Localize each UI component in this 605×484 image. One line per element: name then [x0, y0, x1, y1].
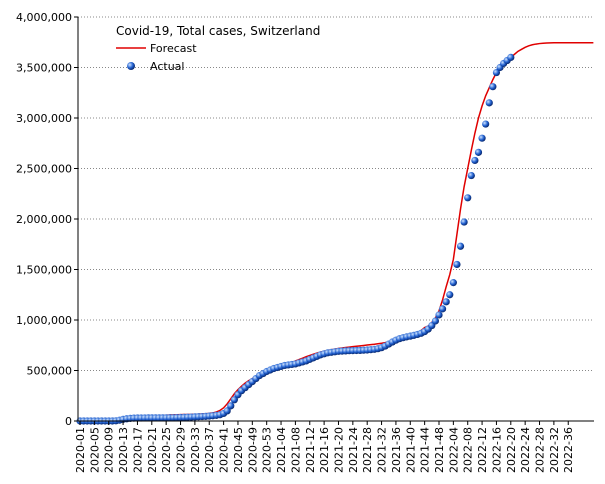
- actual-point: [446, 291, 454, 299]
- actual-point: [464, 194, 472, 202]
- x-tick-label: 2020-09: [103, 427, 116, 473]
- actual-point: [442, 298, 450, 306]
- actual-point: [467, 171, 475, 180]
- y-tick-label: 1,000,000: [16, 314, 72, 327]
- x-tick-label: 2022-16: [490, 427, 503, 473]
- actual-point: [474, 148, 483, 156]
- actual-point: [460, 218, 468, 226]
- legend-label: Actual: [150, 60, 184, 73]
- x-tick-label: 2022-36: [562, 427, 575, 473]
- actual-point: [485, 99, 493, 107]
- x-tick-label: 2021-44: [419, 427, 432, 473]
- x-tick-label: 2020-29: [175, 427, 188, 473]
- grid: [78, 16, 594, 371]
- x-tick-label: 2020-45: [232, 427, 245, 473]
- x-tick-label: 2020-49: [246, 427, 259, 473]
- chart-title: Covid-19, Total cases, Switzerland: [116, 24, 320, 38]
- x-tick-label: 2020-53: [261, 427, 274, 473]
- actual-point: [482, 120, 490, 128]
- x-tick-label: 2020-01: [74, 427, 87, 473]
- x-tick-label: 2020-33: [189, 427, 202, 473]
- actual-point: [456, 242, 465, 250]
- x-tick-label: 2021-20: [332, 427, 345, 473]
- forecast-line: [80, 42, 594, 422]
- x-tick-label: 2021-08: [289, 427, 302, 473]
- x-tick-label: 2022-28: [534, 427, 547, 473]
- x-tick-label: 2020-13: [117, 427, 130, 473]
- actual-point: [492, 68, 501, 77]
- actual-point: [453, 260, 461, 269]
- x-tick-label: 2020-05: [88, 427, 101, 473]
- x-tick-label: 2021-28: [361, 427, 374, 473]
- x-tick-label: 2021-48: [433, 427, 446, 473]
- y-tick-label: 0: [65, 415, 72, 428]
- x-tick-label: 2021-40: [404, 427, 417, 473]
- x-tick-label: 2021-32: [376, 427, 389, 473]
- x-tick-label: 2021-16: [318, 427, 331, 473]
- actual-point: [507, 53, 515, 62]
- x-tick-label: 2022-12: [476, 427, 489, 473]
- actual-point: [223, 407, 231, 415]
- actual-point: [435, 311, 443, 319]
- x-tick-label: 2021-12: [304, 427, 317, 473]
- y-tick-label: 3,000,000: [16, 112, 72, 125]
- x-tick-label: 2020-41: [218, 427, 231, 473]
- actual-point: [230, 396, 238, 404]
- y-tick-label: 1,500,000: [16, 264, 72, 277]
- actual-point: [227, 402, 235, 410]
- x-tick-label: 2020-25: [160, 427, 173, 473]
- marks: [76, 42, 594, 425]
- actual-point: [489, 83, 497, 91]
- x-tick-label: 2020-37: [203, 427, 216, 473]
- legend-label: Forecast: [150, 42, 197, 55]
- x-tick-label: 2022-20: [505, 427, 518, 473]
- x-tick-label: 2021-36: [390, 427, 403, 473]
- x-tick-label: 2022-04: [447, 427, 460, 473]
- x-tick-label: 2020-17: [131, 427, 144, 473]
- actual-point: [449, 279, 457, 287]
- x-tick-label: 2022-24: [519, 427, 532, 473]
- x-tick-label: 2020-21: [146, 427, 159, 473]
- actual-point: [478, 134, 486, 142]
- x-tick-label: 2022-08: [462, 427, 475, 473]
- actual-point: [438, 305, 447, 313]
- y-tick-label: 4,000,000: [16, 11, 72, 24]
- y-tick-label: 2,000,000: [16, 213, 72, 226]
- y-tick-label: 3,500,000: [16, 62, 72, 75]
- legend-dot: [127, 62, 135, 70]
- x-tick-label: 2021-04: [275, 427, 288, 473]
- y-tick-label: 500,000: [27, 365, 73, 378]
- x-tick-label: 2021-24: [347, 427, 360, 473]
- y-tick-label: 2,500,000: [16, 163, 72, 176]
- actual-point: [471, 156, 479, 165]
- actual-point: [431, 317, 440, 325]
- x-tick-label: 2022-32: [548, 427, 561, 473]
